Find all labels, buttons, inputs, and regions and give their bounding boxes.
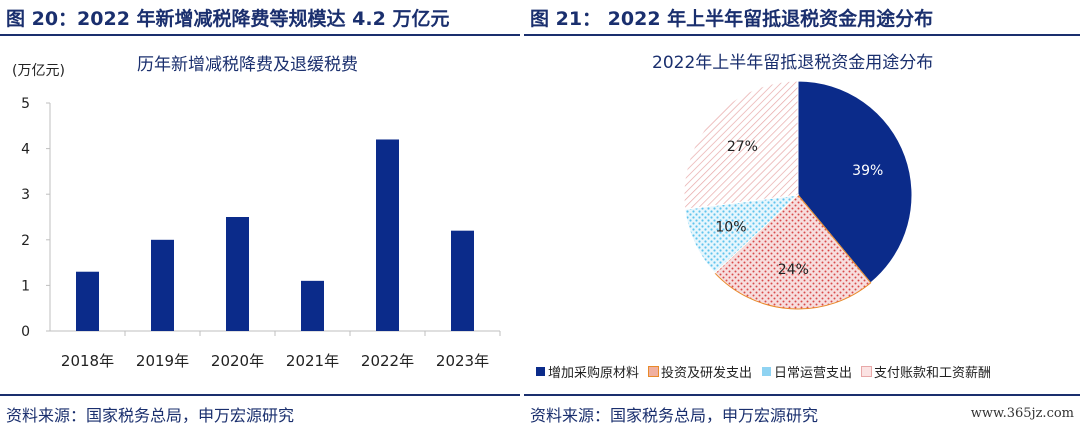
slice-value-label: 39% — [852, 163, 883, 179]
figure-20-title: 图 20：2022 年新增减税降费等规模达 4.2 万亿元 — [6, 8, 450, 30]
pie-slice — [683, 80, 799, 210]
x-tick-label: 2019年 — [136, 352, 189, 370]
x-tick-label: 2023年 — [436, 352, 489, 370]
legend-item-investment: 投资及研发支出 — [648, 362, 753, 381]
bar — [76, 271, 99, 331]
x-tick-label: 2021年 — [286, 352, 339, 370]
bar — [226, 217, 249, 331]
legend-label: 支付账款和工资薪酬 — [874, 366, 992, 381]
y-tick-label: 1 — [21, 278, 30, 294]
y-tick-label: 0 — [21, 324, 30, 340]
y-axis-unit: (万亿元) — [12, 63, 65, 79]
legend-swatch — [861, 366, 873, 377]
top-rule — [0, 34, 520, 36]
left-source-note: 资料来源：国家税务总局，申万宏源研究 — [6, 406, 295, 425]
x-tick-label: 2018年 — [61, 352, 114, 370]
pie-chart-title: 2022年上半年留抵退税资金用途分布 — [652, 53, 934, 73]
bar — [451, 230, 474, 331]
right-source-note: 资料来源：国家税务总局，申万宏源研究 — [530, 406, 819, 425]
y-tick-label: 2 — [21, 233, 30, 249]
legend-item-payroll: 支付账款和工资薪酬 — [861, 362, 992, 381]
left-figure-panel: 图 20：2022 年新增减税降费等规模达 4.2 万亿元 历年新增减税降费及退… — [0, 0, 520, 430]
legend-swatch — [536, 367, 545, 376]
slice-value-label: 24% — [778, 262, 809, 278]
y-tick-label: 3 — [21, 187, 30, 203]
bar — [376, 139, 399, 331]
pie-slice — [684, 194, 800, 274]
legend-label: 投资及研发支出 — [661, 366, 753, 381]
legend-swatch — [648, 366, 660, 377]
watermark: www.365jz.com — [970, 406, 1074, 421]
legend-item-materials: 增加采购原材料 — [536, 362, 639, 381]
pie-chart: 39% 24% 10% 27% — [683, 80, 913, 310]
slice-value-label: 10% — [715, 220, 746, 236]
legend-item-operations: 日常运营支出 — [762, 362, 852, 381]
bottom-rule — [0, 394, 520, 396]
legend-label: 日常运营支出 — [774, 366, 853, 381]
y-tick-label: 4 — [21, 142, 30, 158]
bottom-rule — [524, 394, 1080, 396]
bar — [151, 239, 174, 331]
x-tick-label: 2022年 — [361, 352, 414, 370]
y-tick-label: 5 — [21, 96, 30, 112]
bar-chart-title: 历年新增减税降费及退缓税费 — [137, 55, 358, 75]
pie-slice — [714, 194, 872, 310]
figure-21-title: 图 21： 2022 年上半年留抵退税资金用途分布 — [530, 8, 934, 30]
pie-legend: 增加采购原材料 投资及研发支出 日常运营支出 支付账款和工资薪酬 — [536, 362, 991, 381]
legend-swatch — [762, 367, 772, 376]
legend-label: 增加采购原材料 — [548, 366, 640, 381]
slice-value-label: 27% — [727, 139, 758, 155]
x-tick-label: 2020年 — [211, 352, 264, 370]
bar-chart: 0 1 2 3 4 5 2018年 2019年 2020年 2021年 2022年 2023年 — [21, 96, 501, 370]
bar — [301, 280, 324, 331]
top-rule — [524, 34, 1080, 36]
right-figure-panel: 图 21： 2022 年上半年留抵退税资金用途分布 2022年上半年留抵退税资金… — [524, 0, 1080, 430]
pie-slice — [797, 80, 913, 284]
